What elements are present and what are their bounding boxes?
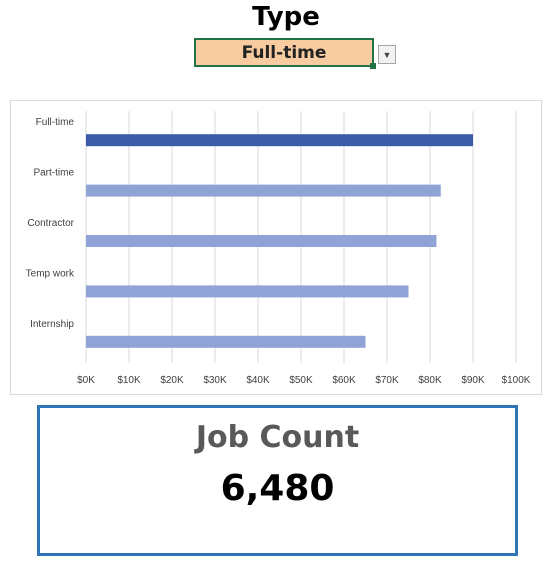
- type-filter-cell[interactable]: Full-time: [194, 38, 374, 67]
- kpi-value: 6,480: [220, 468, 335, 509]
- bar: [86, 285, 409, 298]
- x-tick-label: $0K: [77, 375, 95, 386]
- category-label: Part-time: [33, 168, 74, 179]
- category-label: Temp work: [26, 268, 75, 279]
- x-tick-label: $90K: [461, 375, 485, 386]
- category-label: Internship: [30, 319, 74, 330]
- x-tick-label: $40K: [246, 375, 270, 386]
- x-tick-label: $100K: [502, 375, 531, 386]
- x-tick-label: $70K: [375, 375, 399, 386]
- cell-fill-handle[interactable]: [370, 63, 376, 69]
- x-tick-label: $80K: [418, 375, 442, 386]
- chevron-down-icon: ▼: [382, 49, 392, 60]
- bar: [86, 235, 437, 247]
- bar: [86, 184, 441, 197]
- x-tick-label: $60K: [332, 375, 356, 386]
- category-label: Full-time: [36, 117, 75, 128]
- kpi-label: Job Count: [195, 420, 360, 455]
- x-tick-label: $20K: [160, 375, 184, 386]
- x-tick-label: $30K: [203, 375, 227, 386]
- job-count-card: Job Count 6,480: [37, 405, 518, 556]
- dropdown-button[interactable]: ▼: [378, 45, 396, 64]
- bar: [86, 335, 366, 348]
- chart-canvas: $0K $10K $20K $30K $40K $50K $60K $70K $80K $90K $…: [26, 111, 531, 386]
- page-title: Type: [252, 2, 320, 32]
- x-tick-label: $50K: [289, 375, 313, 386]
- bar: [86, 134, 473, 147]
- x-tick-label: $10K: [117, 375, 141, 386]
- category-label: Contractor: [27, 218, 74, 229]
- salary-bar-chart: $0K $10K $20K $30K $40K $50K $60K $70K $80K $90K $…: [10, 100, 542, 395]
